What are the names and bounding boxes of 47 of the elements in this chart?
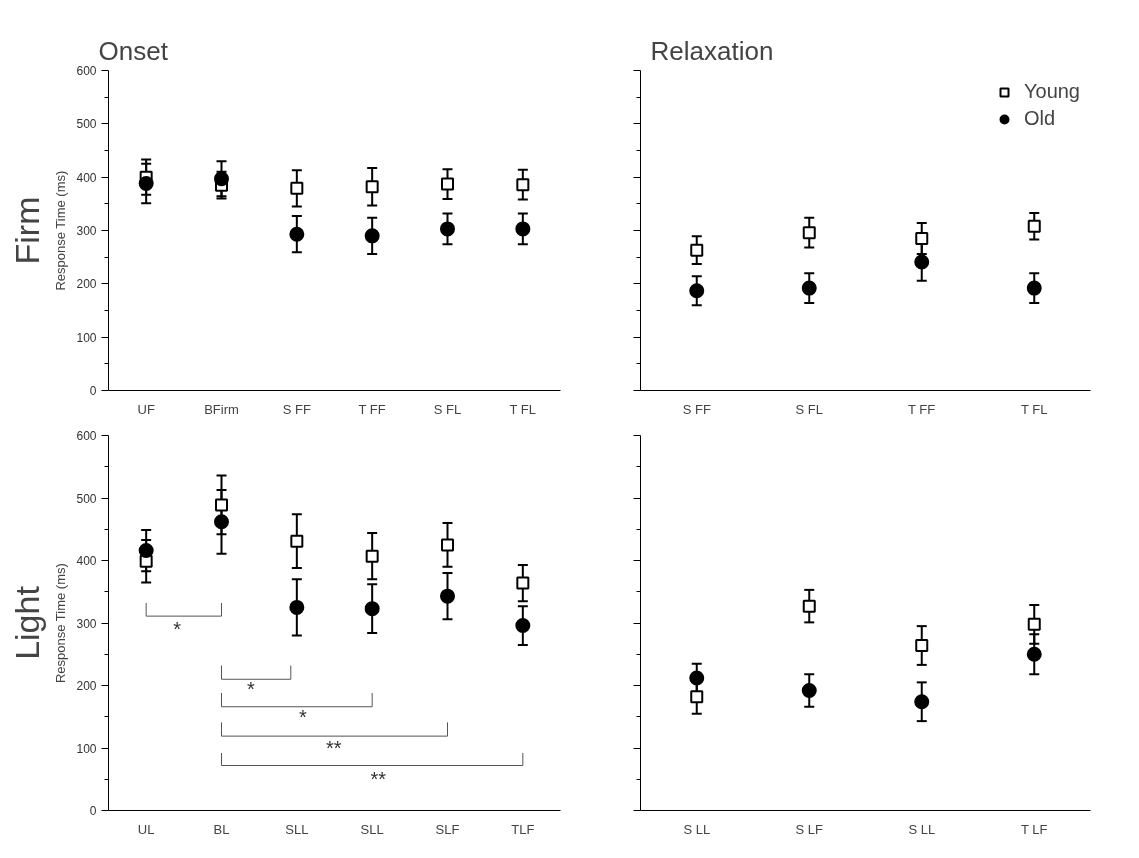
y-tick-label: 0 <box>89 384 97 398</box>
y-tick-label: 200 <box>76 679 97 693</box>
y-tick-label: 500 <box>76 117 97 132</box>
y-tick-label: 300 <box>76 616 97 631</box>
y-tick-label: 100 <box>76 741 97 756</box>
chart-title: Relaxation <box>650 35 774 66</box>
annotation: * <box>298 706 307 729</box>
x-tick-label: S FL <box>795 401 823 417</box>
y-tick-label: 200 <box>76 277 97 292</box>
y-tick-label: 400 <box>76 170 97 185</box>
x-tick-label: BFirm <box>204 401 239 417</box>
x-tick-label: BL <box>213 821 230 837</box>
x-tick-label: S FF <box>282 401 311 417</box>
y-tick-label: 600 <box>76 64 97 78</box>
y-tick-label: 300 <box>76 224 97 238</box>
x-tick-label: T LF <box>1020 821 1048 837</box>
x-tick-label: T FF <box>908 401 936 417</box>
x-tick-label: T FL <box>509 401 536 417</box>
x-tick-label: S FL <box>433 401 462 417</box>
y-tick-label: 100 <box>76 330 97 345</box>
x-tick-label: SLL <box>360 821 384 837</box>
annotation: ** <box>370 768 387 791</box>
x-tick-label: S FF <box>682 401 711 417</box>
y-tick-label: 600 <box>76 429 97 443</box>
y-tick-label: 500 <box>76 491 97 506</box>
x-tick-label: TLF <box>511 821 535 837</box>
legend-label: Young <box>1024 80 1080 103</box>
annotation: * <box>173 618 182 641</box>
chart-title: Onset <box>98 35 169 66</box>
y-axis-title: Response Time (ms) <box>53 563 69 684</box>
y-axis-title: Response Time (ms) <box>53 170 69 291</box>
x-tick-label: S LL <box>683 821 711 837</box>
x-tick-label: UL <box>137 821 155 837</box>
x-tick-label: T FF <box>358 401 386 417</box>
y-tick-label: 400 <box>76 554 97 568</box>
x-tick-label: SLL <box>285 821 309 837</box>
x-tick-label: S LF <box>795 821 824 837</box>
legend-label: Old <box>1024 107 1056 130</box>
x-tick-label: T FL <box>1020 401 1048 417</box>
annotation: * <box>246 677 255 700</box>
annotation: ** <box>325 737 342 759</box>
y-tick-label: 0 <box>89 804 97 818</box>
x-tick-label: S LL <box>908 821 936 837</box>
text: Firm <box>7 196 46 265</box>
text: Light <box>7 585 46 660</box>
x-tick-label: SLF <box>435 821 460 837</box>
x-tick-label: UF <box>137 401 155 417</box>
